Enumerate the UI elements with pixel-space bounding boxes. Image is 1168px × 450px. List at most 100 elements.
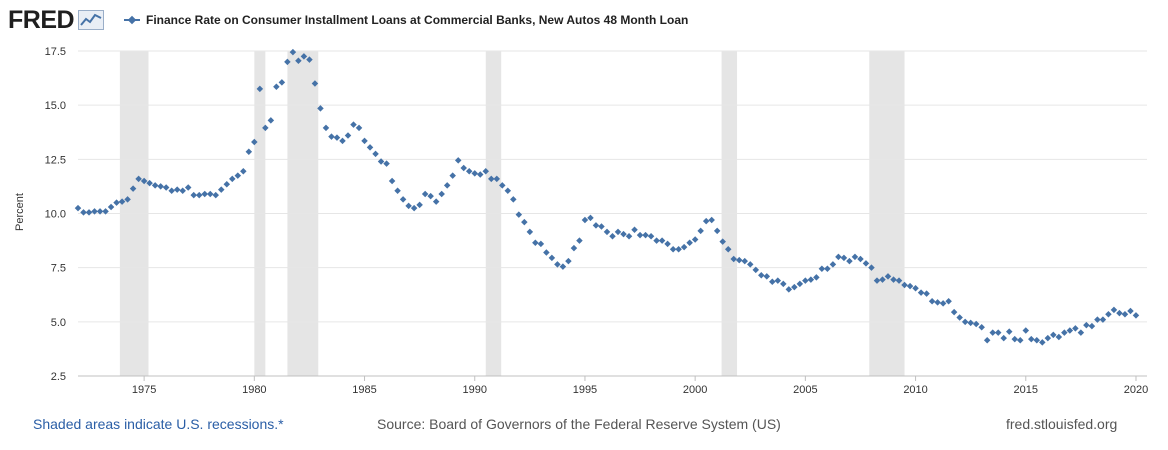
data-point [840,254,848,262]
data-point [532,239,539,247]
data-point [747,261,754,268]
data-point [510,196,517,203]
data-point [162,184,170,191]
data-point [680,243,688,251]
data-point [543,249,550,256]
data-point [939,300,947,307]
data-point [1044,334,1052,342]
data-point [785,286,793,293]
data-point [906,282,914,290]
gridlines [78,50,1147,377]
fred-logo-text: FRED [8,5,75,34]
data-point [829,261,837,268]
data-point [1022,327,1030,334]
data-point [157,183,164,190]
x-tick-label: 2010 [903,384,927,396]
data-point [741,257,749,265]
data-point [454,157,462,164]
data-point [614,228,622,236]
y-tick-label: 7.5 [51,263,66,275]
data-points [74,48,1140,346]
recession-note-link[interactable]: Shaded areas indicate U.S. recessions.* [33,416,284,432]
data-point [796,280,804,288]
data-point [405,202,412,210]
data-point [901,281,908,289]
legend: Finance Rate on Consumer Installment Loa… [124,11,688,29]
data-point [504,187,512,195]
data-point [129,185,137,192]
data-point [1121,310,1129,318]
data-point [471,170,478,177]
data-point [443,182,451,189]
data-point [151,182,159,189]
data-point [245,148,253,156]
data-point [691,236,699,243]
data-point [598,223,605,230]
chart-header: FRED Finance Rate on Consumer Installmen… [0,0,1168,40]
data-point [807,276,815,283]
data-point [432,198,440,205]
data-point [85,209,93,216]
data-point [851,253,859,261]
fred-url-link[interactable]: fred.stlouisfed.org [1006,416,1118,432]
data-point [1039,339,1046,346]
data-point [603,228,611,236]
data-point [1132,312,1140,319]
data-point [708,216,715,224]
data-point [895,277,903,284]
data-point [377,158,385,165]
data-point [322,124,330,132]
data-point [339,137,346,145]
data-point [1077,329,1085,336]
x-tick-label: 2000 [683,384,707,396]
data-point [537,240,545,248]
data-point [912,284,919,292]
data-point [146,179,153,187]
data-point [570,244,578,252]
data-point [179,187,186,195]
data-point [763,273,771,280]
data-point [1088,322,1096,330]
data-point [355,124,363,132]
data-point [184,184,192,191]
data-point [675,245,682,253]
data-point [1017,336,1024,344]
data-point [416,201,423,209]
data-point [195,191,203,199]
data-point [658,237,666,244]
data-point [173,186,181,193]
data-point [1028,335,1035,343]
data-point [212,191,220,199]
data-point [565,257,572,265]
x-tick-label: 1980 [242,384,266,396]
data-point [383,160,390,167]
data-point [240,167,247,175]
data-point [934,299,941,306]
legend-series-label: Finance Rate on Consumer Installment Loa… [146,13,689,27]
data-point [394,187,401,195]
data-point [835,253,842,261]
data-point [135,175,142,183]
data-point [609,232,616,240]
data-point [923,290,930,297]
data-point [730,255,737,263]
data-point [967,319,974,327]
data-point [229,175,236,183]
axes: 2.5 5.0 7.5 10.0 12.5 15.0 17.5 1975 1980 1985 199… [45,46,1149,396]
data-point [735,256,743,264]
data-point [80,209,87,216]
fred-logo[interactable]: FRED [8,5,105,34]
data-point [251,138,258,146]
y-tick-label: 17.5 [45,46,66,58]
data-point [1072,325,1079,332]
data-point [824,265,831,273]
data-point [421,190,429,198]
data-point [427,192,434,200]
data-point [862,260,870,267]
x-tick-label: 2005 [793,384,817,396]
data-point [206,190,214,198]
data-point [818,265,826,273]
data-point [366,144,374,151]
data-point [1127,307,1134,315]
data-point [1011,335,1019,343]
